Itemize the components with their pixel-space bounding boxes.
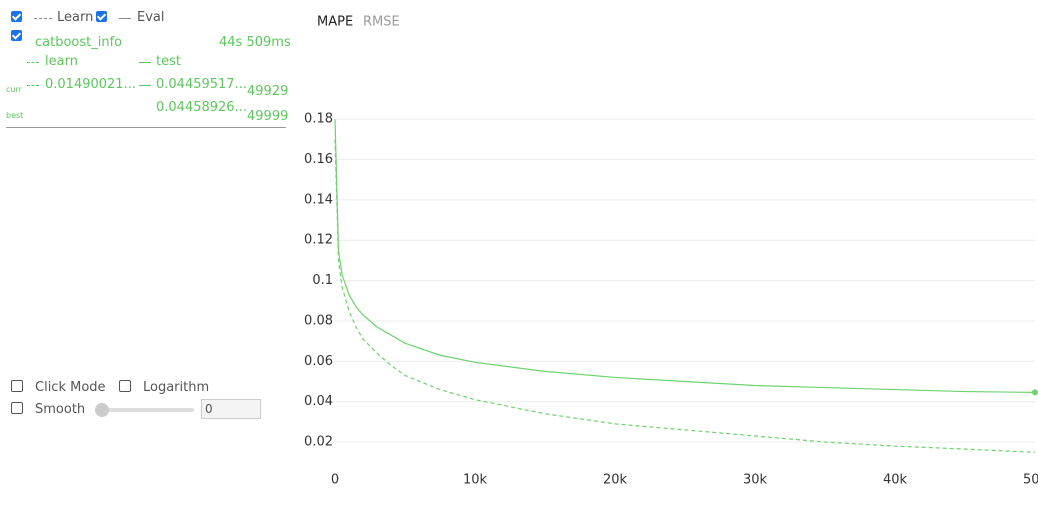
run-checkbox[interactable] <box>11 30 22 41</box>
best-point <box>1031 389 1038 396</box>
x-tick-label: 0 <box>331 473 339 488</box>
smooth-checkbox[interactable] <box>11 402 23 414</box>
x-tick-label: 20k <box>603 473 628 488</box>
y-tick-label: 0.16 <box>304 152 333 167</box>
smooth-label: Smooth <box>35 402 86 417</box>
learn-toggle: Learn <box>57 10 94 25</box>
slider-thumb[interactable] <box>95 403 109 417</box>
logarithm-checkbox[interactable] <box>119 380 131 392</box>
y-tick-label: 0.08 <box>304 313 333 328</box>
solid-icon <box>139 85 151 86</box>
separator <box>6 127 286 128</box>
tab-mape[interactable]: MAPE <box>317 15 353 30</box>
col-learn: learn <box>45 54 78 69</box>
solid-icon <box>119 18 131 19</box>
curr-test: 0.04459517... <box>156 77 247 92</box>
run-name: catboost_info <box>35 35 123 50</box>
smooth-input[interactable] <box>201 399 261 419</box>
dash-icon <box>27 62 39 63</box>
y-tick-label: 0.12 <box>304 233 333 248</box>
y-tick-label: 0.02 <box>304 435 333 450</box>
x-tick-label: 10k <box>463 473 488 488</box>
run-time: 44s 509ms <box>219 35 291 50</box>
series-line <box>334 119 1035 393</box>
y-tick-label: 0.06 <box>304 354 333 369</box>
y-tick-label: 0.14 <box>304 192 333 207</box>
x-tick-label: 50k <box>1023 473 1038 488</box>
y-tick-label: 0.1 <box>312 273 333 288</box>
col-test: test <box>156 54 181 69</box>
curr-label: curr <box>6 85 22 94</box>
series-line <box>334 139 1036 453</box>
click-mode-label: Click Mode <box>35 380 106 395</box>
dash-icon <box>27 85 39 86</box>
best-iter: 49999 <box>247 109 289 124</box>
y-tick-label: 0.04 <box>304 394 333 409</box>
dash-icon <box>34 18 52 19</box>
tab-rmse[interactable]: RMSE <box>363 15 400 30</box>
curr-iter: 49929 <box>247 84 289 99</box>
eval-checkbox[interactable] <box>96 11 107 22</box>
x-tick-label: 30k <box>743 473 768 488</box>
learn-checkbox[interactable] <box>11 11 22 22</box>
eval-toggle: Eval <box>137 10 165 25</box>
best-test: 0.04458926... <box>156 100 247 115</box>
x-tick-label: 40k <box>883 473 908 488</box>
logarithm-label: Logarithm <box>143 380 210 395</box>
click-mode-checkbox[interactable] <box>11 380 23 392</box>
best-label: best <box>6 111 24 120</box>
solid-icon <box>139 62 151 63</box>
curr-learn: 0.01490021... <box>45 77 136 92</box>
slider-track[interactable] <box>100 408 194 412</box>
y-tick-label: 0.18 <box>304 112 333 127</box>
